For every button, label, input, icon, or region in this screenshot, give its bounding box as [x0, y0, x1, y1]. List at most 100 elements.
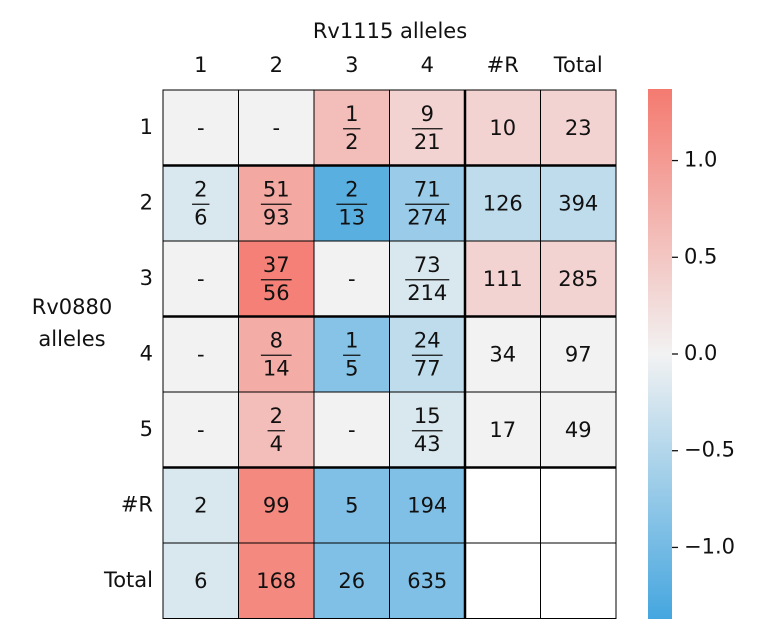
- cell: [313, 316, 390, 393]
- cell-label: 111: [483, 267, 523, 291]
- cell: [540, 165, 617, 242]
- cell-label: -: [197, 116, 205, 140]
- numerator: 71: [414, 177, 441, 201]
- cell: [464, 165, 541, 242]
- denominator: 5: [345, 356, 358, 380]
- numerator: 2: [270, 404, 283, 428]
- chart-title: Rv1115 alleles: [313, 19, 467, 43]
- cell: [238, 89, 315, 166]
- denominator: 56: [263, 281, 290, 305]
- cell: [464, 240, 541, 317]
- row-label: #R: [121, 492, 153, 516]
- denominator: 4: [270, 432, 283, 456]
- denominator: 274: [407, 205, 447, 229]
- cell-label: 26: [338, 569, 365, 593]
- column-label: 3: [345, 53, 358, 77]
- denominator: 13: [338, 205, 365, 229]
- cell-label: -: [197, 267, 205, 291]
- cell: [389, 165, 466, 242]
- cell: [162, 89, 239, 166]
- cell: [464, 467, 541, 544]
- colorbar-tick-label: −1.0: [684, 534, 735, 558]
- cell-label: 5: [345, 493, 358, 517]
- cell-label: -: [348, 418, 356, 442]
- colorbar-tick-label: 0.5: [684, 244, 717, 268]
- row-label: 1: [140, 115, 153, 139]
- cell: [313, 391, 390, 468]
- cell-label: -: [348, 267, 356, 291]
- numerator: 9: [421, 102, 434, 126]
- denominator: 6: [194, 205, 207, 229]
- cell-label: -: [272, 116, 280, 140]
- numerator: 73: [414, 253, 441, 277]
- y-label: Rv0880: [32, 295, 112, 319]
- denominator: 43: [414, 432, 441, 456]
- cell: [238, 165, 315, 242]
- denominator: 21: [414, 130, 441, 154]
- cell: [540, 89, 617, 166]
- cell: [313, 89, 390, 166]
- colorbar: [648, 89, 672, 619]
- colorbar-tick-label: 1.0: [684, 148, 717, 172]
- cell: [540, 467, 617, 544]
- cell: [540, 391, 617, 468]
- cell: [464, 542, 541, 619]
- numerator: 51: [263, 177, 290, 201]
- cell: [162, 165, 239, 242]
- cell-label: 49: [565, 418, 592, 442]
- cell-label: 394: [558, 191, 598, 215]
- numerator: 24: [414, 328, 441, 352]
- cell: [162, 542, 239, 619]
- numerator: 1: [345, 328, 358, 352]
- cell-label: 6: [194, 569, 207, 593]
- cell: [313, 165, 390, 242]
- column-label: 4: [421, 53, 434, 77]
- row-label: 4: [140, 341, 153, 365]
- cell-label: 194: [407, 493, 447, 517]
- cell: [238, 240, 315, 317]
- column-label: #R: [487, 53, 519, 77]
- cell-label: -: [197, 418, 205, 442]
- cell: [313, 542, 390, 619]
- cell-label: 285: [558, 267, 598, 291]
- y-label: alleles: [38, 327, 105, 351]
- cell: [540, 240, 617, 317]
- numerator: 2: [345, 177, 358, 201]
- cell: [389, 240, 466, 317]
- denominator: 14: [263, 356, 290, 380]
- cell-label: 23: [565, 116, 592, 140]
- numerator: 2: [194, 177, 207, 201]
- numerator: 37: [263, 253, 290, 277]
- cell: [540, 542, 617, 619]
- column-label: 1: [194, 53, 207, 77]
- colorbar-tick-label: 0.0: [684, 341, 717, 365]
- column-label: Total: [553, 53, 603, 77]
- cell-label: 97: [565, 342, 592, 366]
- cell: [540, 316, 617, 393]
- numerator: 1: [345, 102, 358, 126]
- colorbar-tick-label: −0.5: [684, 438, 735, 462]
- cell-label: 10: [489, 116, 516, 140]
- column-label: 2: [270, 53, 283, 77]
- cell-label: 168: [256, 569, 296, 593]
- row-label: 2: [140, 190, 153, 214]
- row-label: Total: [103, 568, 153, 592]
- cell-label: -: [197, 342, 205, 366]
- denominator: 93: [263, 205, 290, 229]
- denominator: 214: [407, 281, 447, 305]
- cell: [238, 467, 315, 544]
- row-label: 3: [140, 266, 153, 290]
- cell: [313, 467, 390, 544]
- cell: [389, 467, 466, 544]
- denominator: 77: [414, 356, 441, 380]
- numerator: 15: [414, 404, 441, 428]
- denominator: 2: [345, 130, 358, 154]
- cell: [162, 240, 239, 317]
- cell: [238, 542, 315, 619]
- cell: [389, 542, 466, 619]
- cell: [162, 316, 239, 393]
- cell-label: 99: [263, 493, 290, 517]
- cell-label: 635: [407, 569, 447, 593]
- cell-label: 2: [194, 493, 207, 517]
